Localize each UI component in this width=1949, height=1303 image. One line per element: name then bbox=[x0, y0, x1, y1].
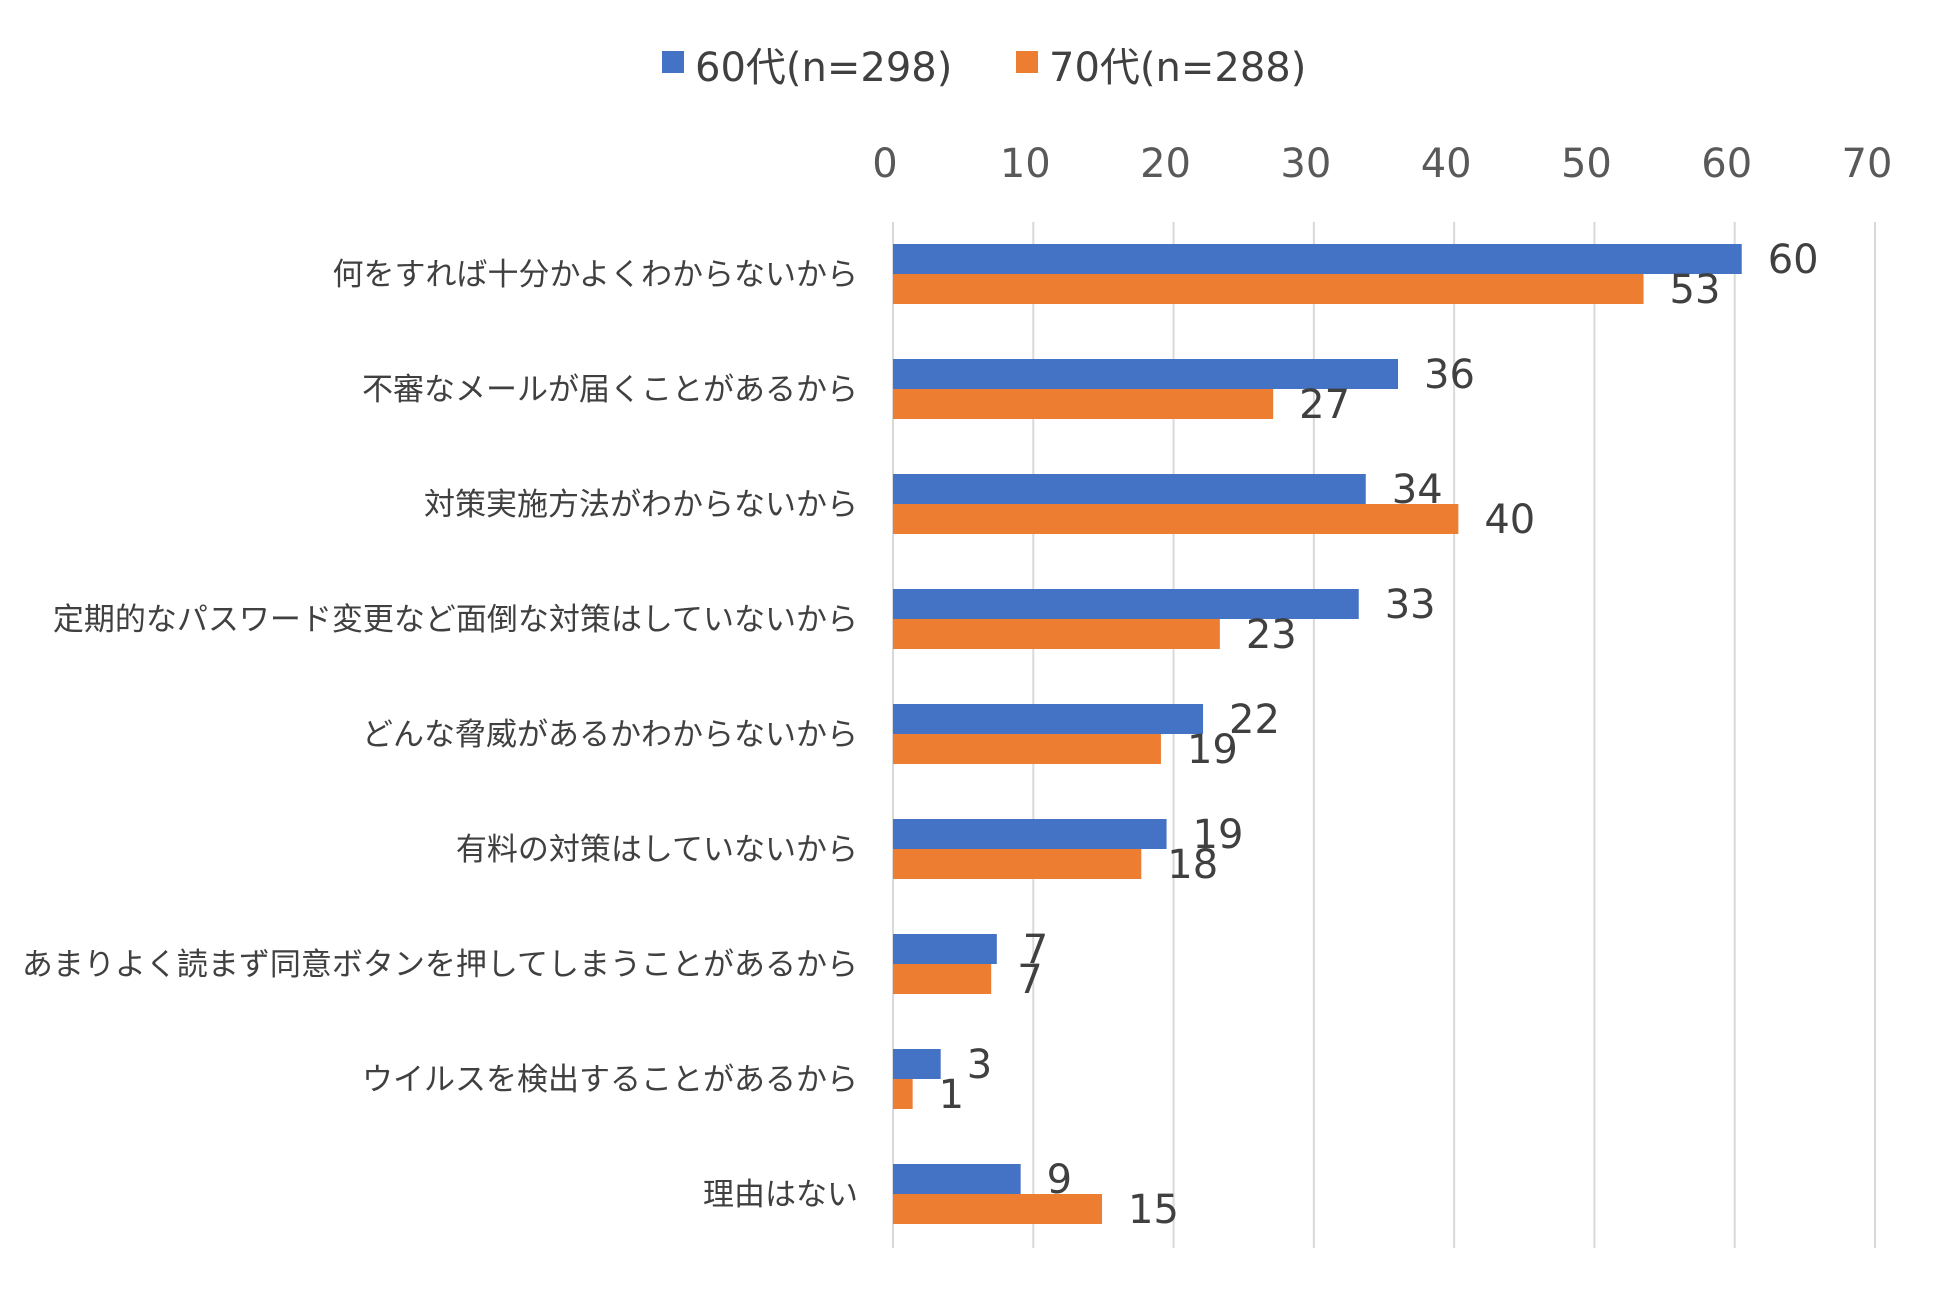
bar-60s-6 bbox=[893, 819, 1167, 849]
x-tick-label-60: 60 bbox=[1701, 141, 1752, 187]
bar-70s-1 bbox=[893, 274, 1644, 304]
bars bbox=[893, 244, 1742, 1224]
bar-60s-3 bbox=[893, 474, 1366, 504]
bar-60s-9 bbox=[893, 1164, 1021, 1194]
value-label-60s-6: 19 bbox=[1193, 812, 1244, 858]
category-label-1: 何をすれば十分かよくわからないから bbox=[333, 257, 858, 293]
bar-60s-4 bbox=[893, 589, 1359, 619]
category-label-6: 有料の対策はしていないから bbox=[456, 832, 858, 868]
category-label-3: 対策実施方法がわからないから bbox=[424, 487, 858, 523]
bar-70s-2 bbox=[893, 389, 1274, 419]
x-tick-label-0: 0 bbox=[872, 141, 897, 187]
value-label-70s-5: 19 bbox=[1187, 727, 1238, 773]
value-label-60s-8: 3 bbox=[967, 1042, 992, 1088]
bar-70s-7 bbox=[893, 964, 992, 994]
value-label-60s-2: 36 bbox=[1424, 352, 1475, 398]
x-tick-label-10: 10 bbox=[1000, 141, 1051, 187]
bar-70s-6 bbox=[893, 849, 1142, 879]
bar-60s-2 bbox=[893, 359, 1399, 389]
value-label-70s-9: 15 bbox=[1128, 1187, 1179, 1233]
value-label-70s-1: 53 bbox=[1670, 267, 1721, 313]
x-tick-label-40: 40 bbox=[1421, 141, 1472, 187]
value-label-70s-2: 27 bbox=[1299, 382, 1350, 428]
bar-70s-8 bbox=[893, 1079, 913, 1109]
bar-60s-7 bbox=[893, 934, 997, 964]
category-label-5: どんな脅威があるかわからないから bbox=[362, 717, 858, 753]
x-tick-label-50: 50 bbox=[1561, 141, 1612, 187]
bar-70s-9 bbox=[893, 1194, 1103, 1224]
x-tick-label-70: 70 bbox=[1842, 141, 1893, 187]
value-label-70s-8: 1 bbox=[939, 1072, 964, 1118]
category-label-9: 理由はない bbox=[703, 1177, 858, 1213]
value-label-70s-6: 18 bbox=[1167, 842, 1218, 888]
legend-swatch-1 bbox=[662, 51, 684, 73]
value-label-70s-3: 40 bbox=[1484, 497, 1535, 543]
legend-label-1: 60代(n=298) bbox=[695, 45, 952, 91]
category-labels: 何をすれば十分かよくわからないから不審なメールが届くことがあるから対策実施方法が… bbox=[22, 257, 858, 1213]
x-tick-label-20: 20 bbox=[1140, 141, 1191, 187]
value-label-60s-4: 33 bbox=[1385, 582, 1436, 628]
category-label-8: ウイルスを検出することがあるから bbox=[362, 1062, 858, 1098]
x-tick-label-30: 30 bbox=[1280, 141, 1331, 187]
bar-70s-3 bbox=[893, 504, 1459, 534]
bar-70s-5 bbox=[893, 734, 1161, 764]
bar-70s-4 bbox=[893, 619, 1220, 649]
value-label-70s-4: 23 bbox=[1246, 612, 1297, 658]
value-label-60s-9: 9 bbox=[1047, 1157, 1072, 1203]
value-label-70s-7: 7 bbox=[1017, 957, 1042, 1003]
bar-60s-5 bbox=[893, 704, 1204, 734]
value-label-60s-5: 22 bbox=[1229, 697, 1280, 743]
value-label-60s-1: 60 bbox=[1768, 237, 1819, 283]
bar-60s-8 bbox=[893, 1049, 941, 1079]
legend-swatch-2 bbox=[1016, 51, 1038, 73]
value-label-60s-3: 34 bbox=[1392, 467, 1443, 513]
category-label-7: あまりよく読まず同意ボタンを押してしまうことがあるから bbox=[22, 947, 858, 983]
bar-60s-1 bbox=[893, 244, 1742, 274]
category-label-4: 定期的なパスワード変更など面倒な対策はしていないから bbox=[53, 602, 858, 638]
legend-label-2: 70代(n=288) bbox=[1049, 45, 1306, 91]
value-label-60s-7: 7 bbox=[1023, 927, 1048, 973]
x-axis-ticks: 0 10 20 30 40 50 60 70 bbox=[872, 141, 1892, 187]
legend: 60代(n=298) 70代(n=288) bbox=[662, 45, 1306, 91]
category-label-2: 不審なメールが届くことがあるから bbox=[362, 372, 858, 408]
